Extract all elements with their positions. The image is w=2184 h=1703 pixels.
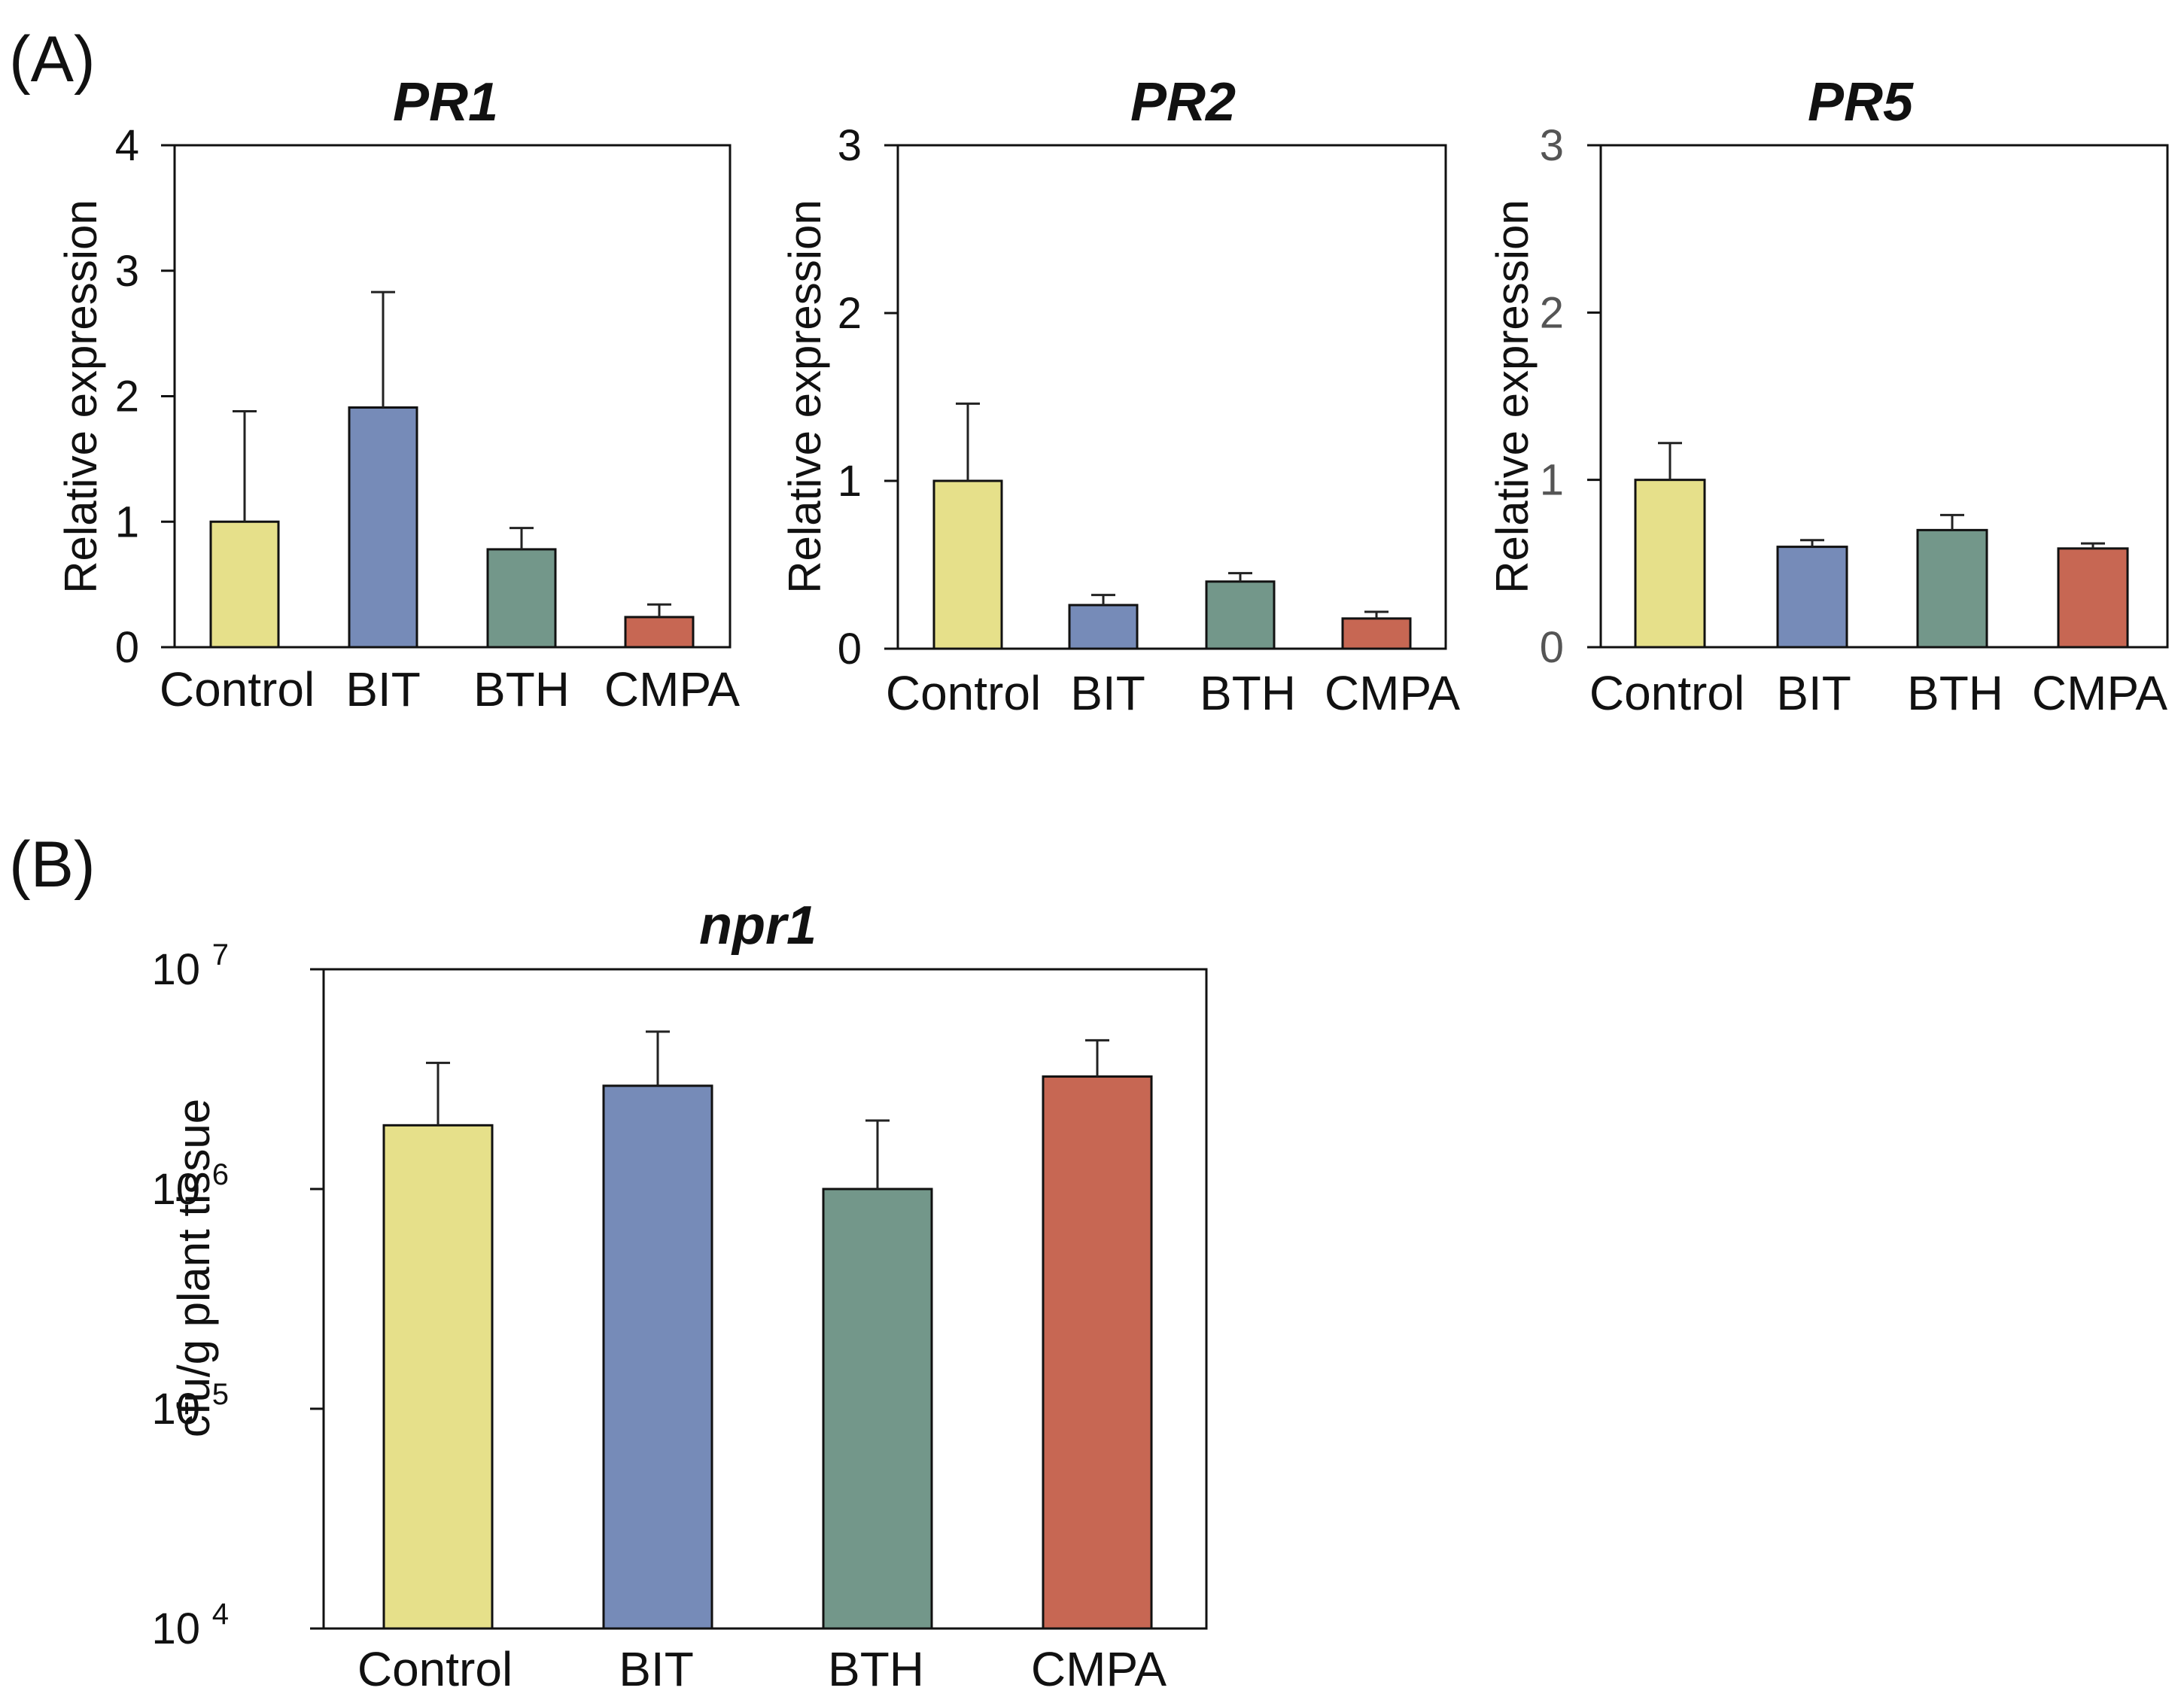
- category-label-cmpa: CMPA: [2032, 666, 2167, 720]
- panel-a-label: (A): [9, 23, 96, 96]
- chart-pr1: 0 1 2 3 4 Control BIT BTH CMPA PR1 Relative expres…: [56, 72, 740, 716]
- category-label-bth: BTH: [1907, 666, 2003, 720]
- chart-pr5: 0 1 2 3 Control BIT BTH CMPA PR5 Relative express…: [1487, 72, 2169, 720]
- bar-cmpa: [624, 616, 695, 649]
- y-axis-label: cfu/g plant tissue: [169, 1099, 219, 1437]
- category-label-bit: BIT: [1070, 666, 1145, 720]
- bar-bth: [486, 548, 557, 649]
- bar-bth: [1916, 528, 1988, 649]
- y-tick-label: 0: [838, 625, 862, 674]
- bar-bth: [822, 1188, 933, 1630]
- category-label-cmpa: CMPA: [1031, 1642, 1167, 1696]
- chart-pr2: 0 1 2 3 Control BIT BTH CMPA PR2 Relative express…: [780, 72, 1460, 720]
- bar-cmpa: [2057, 547, 2129, 649]
- bar-control: [382, 1124, 494, 1630]
- y-tick-label: 1: [838, 457, 862, 506]
- plot-frame: [896, 144, 1447, 650]
- y-tick-label: 0: [115, 623, 139, 672]
- y-tick-exponent: 6: [212, 1158, 229, 1191]
- y-tick-label: 1: [115, 497, 139, 546]
- bar-cmpa: [1042, 1075, 1153, 1630]
- bar-bth: [1205, 580, 1276, 650]
- y-tick-label: 2: [115, 373, 139, 421]
- bar-bit: [1776, 546, 1848, 649]
- bar-control: [209, 520, 280, 649]
- category-label-bit: BIT: [345, 662, 421, 716]
- chart-title: PR1: [393, 72, 498, 132]
- panel-b-label: (B): [9, 829, 96, 901]
- plot-frame: [322, 968, 1208, 1630]
- bar-control: [932, 479, 1003, 650]
- y-tick-label: 10: [151, 1165, 200, 1214]
- charts: 0 1 2 3 4 Control BIT BTH CMPA PR1 Relative expres…: [56, 72, 2169, 1696]
- y-tick-label: 3: [838, 121, 862, 170]
- category-label-bit: BIT: [1776, 666, 1851, 720]
- y-tick-label: 10: [151, 1385, 200, 1434]
- category-label-cmpa: CMPA: [604, 662, 740, 716]
- y-tick-label: 3: [115, 247, 139, 296]
- chart-title: npr1: [699, 896, 817, 956]
- chart-title: PR5: [1808, 72, 1914, 132]
- category-label-control: Control: [886, 666, 1041, 720]
- bar-bit: [348, 406, 418, 649]
- category-label-bit: BIT: [619, 1642, 694, 1696]
- bar-bit: [1068, 604, 1139, 650]
- bar-control: [1634, 479, 1706, 649]
- category-label-control: Control: [160, 662, 315, 716]
- category-label-control: Control: [1589, 666, 1744, 720]
- y-tick-label: 10: [151, 945, 200, 994]
- category-label-control: Control: [357, 1642, 513, 1696]
- y-tick-exponent: 7: [212, 938, 229, 972]
- y-axis-label: Relative expression: [780, 199, 830, 594]
- category-label-bth: BTH: [1200, 666, 1296, 720]
- y-axis-label: Relative expression: [1487, 199, 1538, 594]
- category-label-cmpa: CMPA: [1325, 666, 1460, 720]
- y-tick-label: 0: [1540, 623, 1564, 672]
- y-tick-label: 2: [1540, 288, 1564, 337]
- plot-frame: [1599, 144, 2169, 649]
- y-tick-label: 3: [1540, 121, 1564, 170]
- y-tick-label: 2: [838, 289, 862, 338]
- y-tick-exponent: 5: [212, 1378, 229, 1411]
- y-tick-label: 10: [151, 1604, 200, 1653]
- y-tick-label: 1: [1540, 456, 1564, 505]
- chart-title: PR2: [1130, 72, 1236, 132]
- y-tick-label: 4: [115, 121, 139, 170]
- chart-npr1: 10 4 10 5 10 6 10 7 Control BIT BTH CMPA npr1 cfu/g p…: [151, 896, 1208, 1696]
- y-axis-label: Relative expression: [56, 199, 106, 594]
- bar-bit: [602, 1084, 713, 1630]
- category-label-bth: BTH: [473, 662, 570, 716]
- category-label-bth: BTH: [828, 1642, 924, 1696]
- y-tick-exponent: 4: [212, 1598, 229, 1631]
- bar-cmpa: [1341, 617, 1412, 650]
